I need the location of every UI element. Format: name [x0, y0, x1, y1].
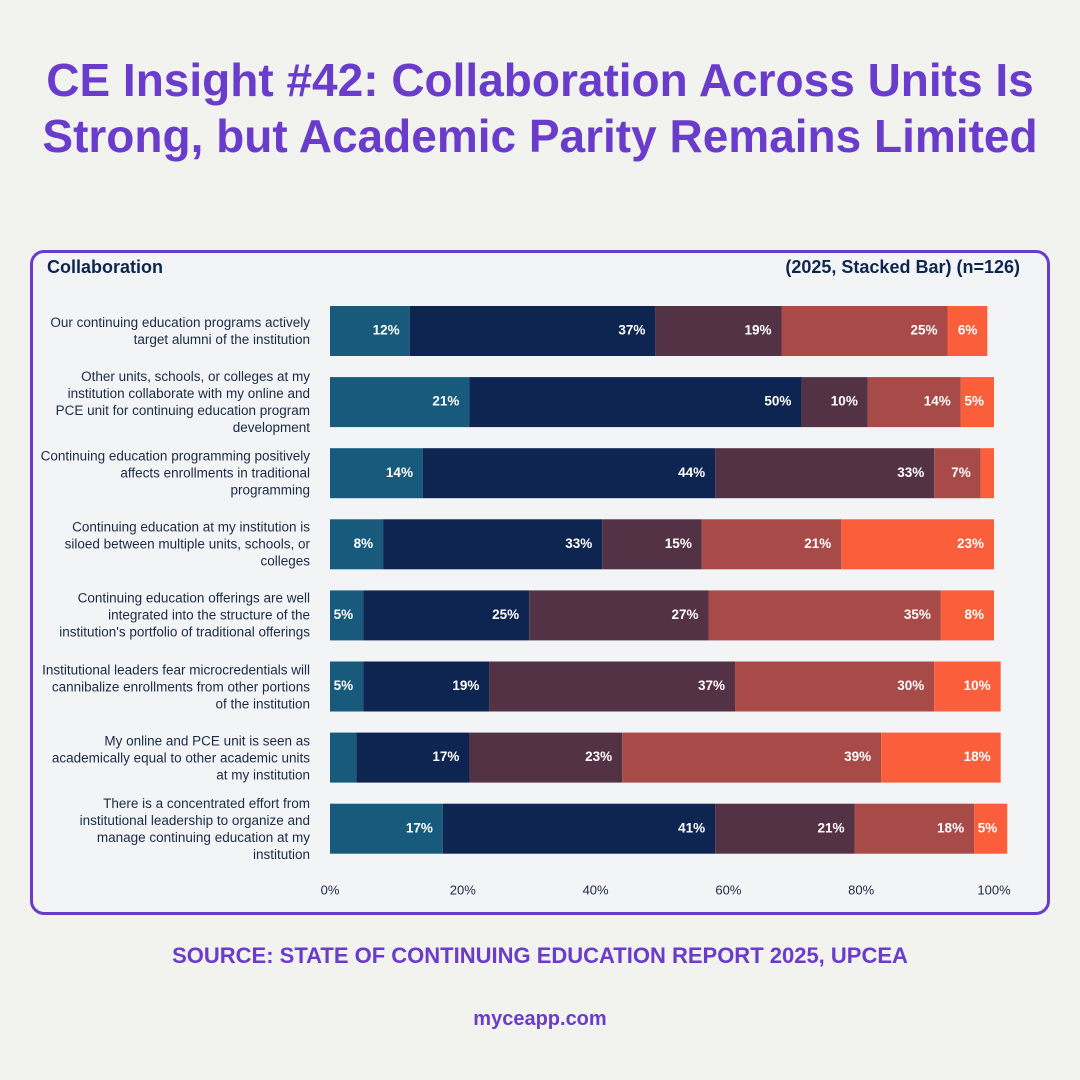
bar-segment [363, 590, 530, 641]
bar-segment [867, 377, 961, 428]
value-label: 33% [897, 465, 924, 480]
value-label: 8% [354, 536, 374, 551]
x-tick-label: 60% [715, 882, 741, 897]
value-label: 44% [678, 465, 705, 480]
bar-segment [330, 803, 443, 854]
value-label: 25% [910, 323, 937, 338]
bar-segment [330, 590, 364, 641]
value-label: 10% [964, 678, 991, 693]
bar-segment [701, 519, 842, 570]
category-label: Continuing education programming positiv… [40, 448, 310, 498]
value-label: 15% [665, 536, 692, 551]
category-label: Institutional leaders fear microcredenti… [42, 662, 310, 711]
bar-segment [356, 732, 470, 783]
value-label: 21% [818, 820, 845, 835]
value-label: 7% [951, 465, 971, 480]
bar-segment [363, 661, 490, 712]
bar-segment [708, 590, 941, 641]
bar-segment [489, 661, 736, 712]
value-label: 50% [764, 394, 791, 409]
value-label: 8% [964, 607, 984, 622]
value-label: 14% [386, 465, 413, 480]
bar-segment [934, 448, 981, 499]
bar-segment [980, 448, 994, 499]
bar-segment [715, 448, 935, 499]
bar-segment [409, 306, 656, 356]
category-label: Other units, schools, or colleges at my … [55, 369, 310, 436]
value-label: 23% [585, 749, 612, 764]
value-label: 21% [432, 394, 459, 409]
bar-segment [960, 377, 994, 428]
bar-segment [383, 519, 603, 570]
bar-segment [622, 732, 882, 783]
bar-segment [330, 448, 423, 499]
bar-segment [422, 448, 716, 499]
value-label: 17% [406, 820, 433, 835]
bar-segment [715, 803, 855, 854]
bar-segment [529, 590, 709, 641]
value-label: 37% [618, 323, 645, 338]
bar-segment [974, 803, 1008, 854]
category-label: Continuing education at my institution i… [64, 519, 310, 569]
bar-segment [781, 306, 948, 356]
bar-segment [330, 306, 410, 356]
bar-segment [602, 519, 702, 570]
bar-segment [330, 519, 384, 570]
x-tick-label: 80% [848, 882, 874, 897]
value-label: 19% [744, 323, 771, 338]
panel-subtitle: (2025, Stacked Bar) (n=126) [785, 257, 1020, 277]
value-label: 5% [334, 607, 354, 622]
value-label: 18% [964, 749, 991, 764]
bar-segment [330, 661, 364, 712]
x-tick-label: 40% [583, 882, 609, 897]
bar-segment [854, 803, 975, 854]
bar-segment [881, 732, 1001, 783]
value-label: 5% [334, 678, 354, 693]
x-tick-label: 100% [977, 882, 1011, 897]
bar-segment [841, 519, 994, 570]
bar-segment [655, 306, 782, 356]
value-label: 41% [678, 820, 705, 835]
title: CE Insight #42: Collaboration Across Uni… [42, 54, 1038, 162]
x-tick-label: 20% [450, 882, 476, 897]
value-label: 27% [671, 607, 698, 622]
value-label: 23% [957, 536, 984, 551]
value-label: 19% [452, 678, 479, 693]
bar-segment [330, 377, 470, 428]
category-label: My online and PCE unit is seen as academ… [51, 733, 310, 783]
category-label: There is a concentrated effort from inst… [79, 795, 310, 862]
source: SOURCE: STATE OF CONTINUING EDUCATION RE… [172, 943, 908, 968]
value-label: 35% [904, 607, 931, 622]
value-label: 5% [964, 394, 984, 409]
category-label: Continuing education offerings are well … [59, 590, 310, 640]
value-label: 12% [373, 323, 400, 338]
bar-segment [442, 803, 716, 854]
bar-segment [735, 661, 935, 712]
value-label: 33% [565, 536, 592, 551]
x-tick-label: 0% [321, 882, 340, 897]
bar-segment [469, 377, 802, 428]
value-label: 10% [831, 394, 858, 409]
value-label: 30% [897, 678, 924, 693]
bar-segment [947, 306, 988, 356]
footer: myceapp.com [473, 1008, 607, 1030]
bar-segment [801, 377, 868, 428]
value-label: 39% [844, 749, 871, 764]
value-label: 18% [937, 820, 964, 835]
bar-segment [330, 732, 357, 783]
panel-title: Collaboration [47, 257, 163, 277]
value-label: 14% [924, 394, 951, 409]
value-label: 25% [492, 607, 519, 622]
value-label: 21% [804, 536, 831, 551]
bar-segment [934, 661, 1001, 712]
value-label: 5% [978, 820, 998, 835]
bar-segment [940, 590, 994, 641]
value-label: 17% [432, 749, 459, 764]
value-label: 37% [698, 678, 725, 693]
bar-segment [469, 732, 623, 783]
value-label: 6% [958, 323, 978, 338]
category-label: Our continuing education programs active… [50, 315, 310, 347]
